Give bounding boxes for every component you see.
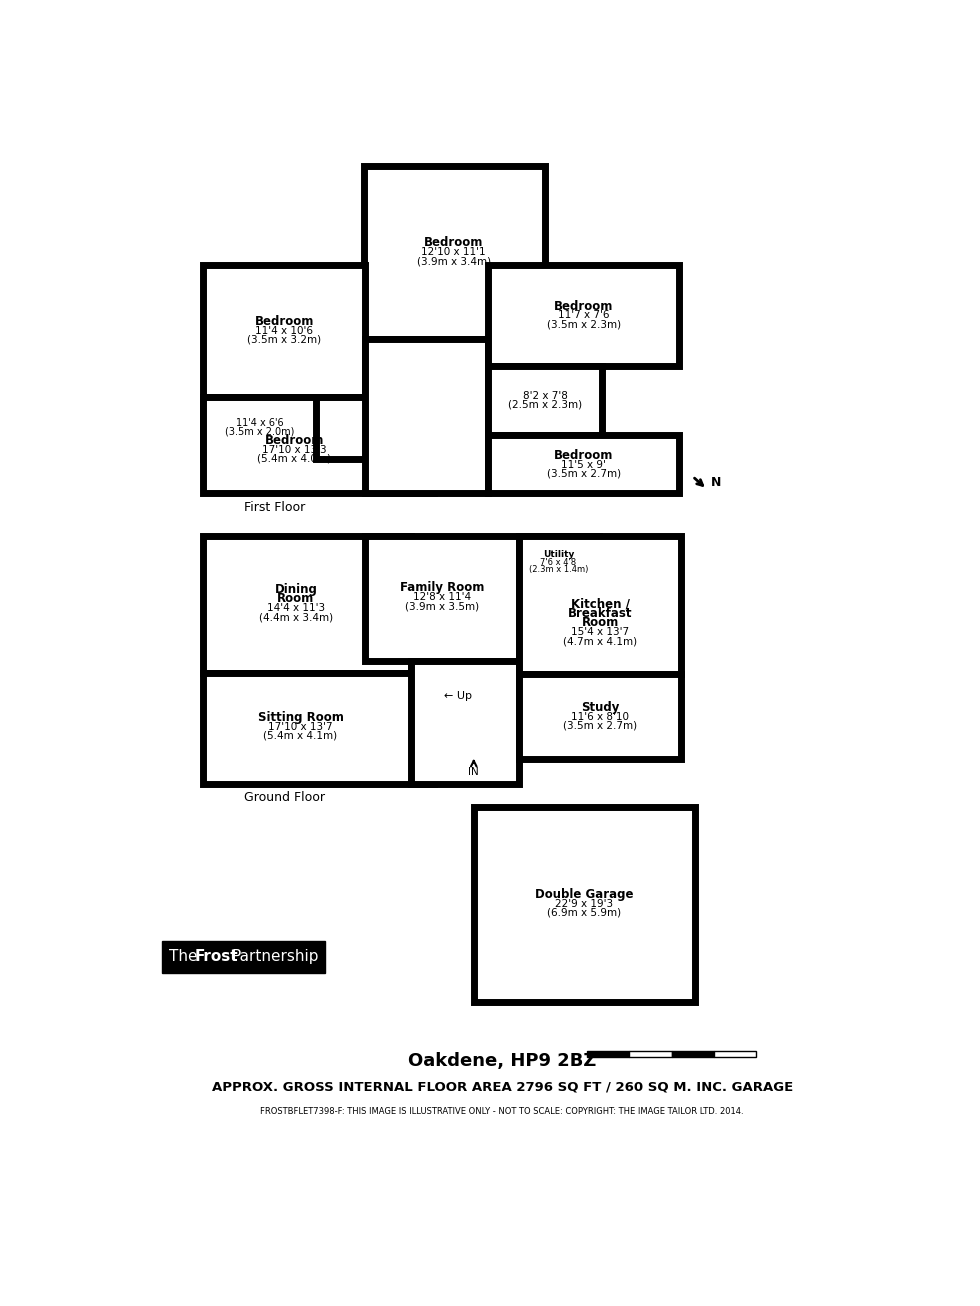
- Bar: [488, 265, 679, 366]
- Text: (4.4m x 3.4m): (4.4m x 3.4m): [259, 613, 333, 622]
- Bar: [204, 397, 434, 494]
- Text: 11'6 x 8'10: 11'6 x 8'10: [571, 712, 629, 721]
- Text: (3.5m x 3.2m): (3.5m x 3.2m): [247, 334, 321, 345]
- Bar: [488, 366, 603, 435]
- Bar: [519, 537, 681, 674]
- Text: (2.5m x 2.3m): (2.5m x 2.3m): [509, 400, 582, 410]
- Bar: [366, 340, 488, 494]
- Text: 7'6 x 4'8: 7'6 x 4'8: [540, 558, 576, 567]
- Text: FROSTBFLET7398-F: THIS IMAGE IS ILLUSTRATIVE ONLY - NOT TO SCALE: COPYRIGHT: THE: FROSTBFLET7398-F: THIS IMAGE IS ILLUSTRA…: [261, 1107, 744, 1117]
- Text: 17'10 x 13'7: 17'10 x 13'7: [269, 721, 333, 731]
- Bar: [366, 537, 519, 661]
- Text: IN: IN: [468, 768, 479, 777]
- Text: 15'4 x 13'7: 15'4 x 13'7: [571, 627, 629, 637]
- Bar: [162, 940, 325, 973]
- Text: Family Room: Family Room: [400, 581, 484, 594]
- Text: (3.5m x 2.7m): (3.5m x 2.7m): [547, 469, 621, 479]
- Bar: [204, 265, 366, 397]
- Bar: [519, 674, 681, 759]
- Text: (4.7m x 4.1m): (4.7m x 4.1m): [563, 636, 637, 646]
- Text: (3.5m x 2.7m): (3.5m x 2.7m): [563, 721, 637, 731]
- Text: Room: Room: [581, 616, 618, 629]
- Bar: [587, 1051, 629, 1057]
- Text: Utility: Utility: [543, 550, 574, 559]
- Text: (3.9m x 3.5m): (3.9m x 3.5m): [405, 601, 479, 611]
- Text: Study: Study: [581, 701, 619, 714]
- Bar: [204, 673, 434, 785]
- Bar: [204, 537, 412, 673]
- Text: Bedroom: Bedroom: [424, 236, 483, 249]
- Text: (5.4m x 4.0m): (5.4m x 4.0m): [258, 453, 331, 464]
- Text: 11'4 x 6'6: 11'4 x 6'6: [236, 418, 283, 428]
- Text: Breakfast: Breakfast: [567, 607, 632, 620]
- Text: 22'9 x 19'3: 22'9 x 19'3: [555, 899, 612, 909]
- Text: Bedroom: Bedroom: [554, 449, 613, 462]
- Bar: [629, 1051, 671, 1057]
- Bar: [412, 661, 519, 785]
- Text: 8'2 x 7'8: 8'2 x 7'8: [523, 392, 567, 401]
- Bar: [671, 1051, 714, 1057]
- Text: N: N: [711, 477, 721, 490]
- Text: Dining: Dining: [274, 582, 318, 596]
- Text: 12'8 x 11'4: 12'8 x 11'4: [414, 592, 471, 602]
- Text: (5.4m x 4.1m): (5.4m x 4.1m): [264, 731, 337, 741]
- Text: Oakdene, HP9 2BZ: Oakdene, HP9 2BZ: [408, 1053, 597, 1071]
- Text: (3.9m x 3.4m): (3.9m x 3.4m): [416, 256, 491, 266]
- Bar: [316, 397, 434, 458]
- Text: ← Up: ← Up: [444, 691, 471, 701]
- Text: First Floor: First Floor: [244, 500, 306, 513]
- Bar: [473, 807, 695, 1002]
- Bar: [714, 1051, 757, 1057]
- Text: (3.5m x 2.0m): (3.5m x 2.0m): [225, 427, 294, 436]
- Text: APPROX. GROSS INTERNAL FLOOR AREA 2796 SQ FT / 260 SQ M. INC. GARAGE: APPROX. GROSS INTERNAL FLOOR AREA 2796 S…: [212, 1080, 793, 1093]
- Text: 12'10 x 11'1: 12'10 x 11'1: [421, 247, 486, 257]
- Bar: [204, 397, 316, 458]
- Text: 17'10 x 13'3: 17'10 x 13'3: [262, 445, 326, 454]
- Text: (2.3m x 1.4m): (2.3m x 1.4m): [529, 565, 588, 573]
- Text: Partnership: Partnership: [231, 949, 318, 964]
- Text: Bedroom: Bedroom: [554, 299, 613, 312]
- Text: Ground Floor: Ground Floor: [244, 791, 325, 804]
- Text: 14'4 x 11'3: 14'4 x 11'3: [267, 603, 325, 613]
- Text: 11'5 x 9': 11'5 x 9': [562, 460, 607, 470]
- Text: Sitting Room: Sitting Room: [258, 710, 343, 724]
- Text: Kitchen /: Kitchen /: [570, 598, 629, 611]
- Text: Frost: Frost: [194, 949, 238, 964]
- Text: Double Garage: Double Garage: [535, 888, 633, 901]
- Text: Room: Room: [277, 592, 315, 605]
- Bar: [519, 537, 599, 586]
- Bar: [364, 166, 545, 340]
- Text: 11'7 x 7'6: 11'7 x 7'6: [559, 311, 610, 320]
- Text: The: The: [169, 949, 197, 964]
- Text: Bedroom: Bedroom: [255, 315, 314, 328]
- Bar: [488, 435, 679, 494]
- Text: Bedroom: Bedroom: [265, 435, 324, 448]
- Text: (6.9m x 5.9m): (6.9m x 5.9m): [547, 908, 621, 918]
- Text: (3.5m x 2.3m): (3.5m x 2.3m): [547, 320, 621, 329]
- Text: 11'4 x 10'6: 11'4 x 10'6: [256, 325, 314, 336]
